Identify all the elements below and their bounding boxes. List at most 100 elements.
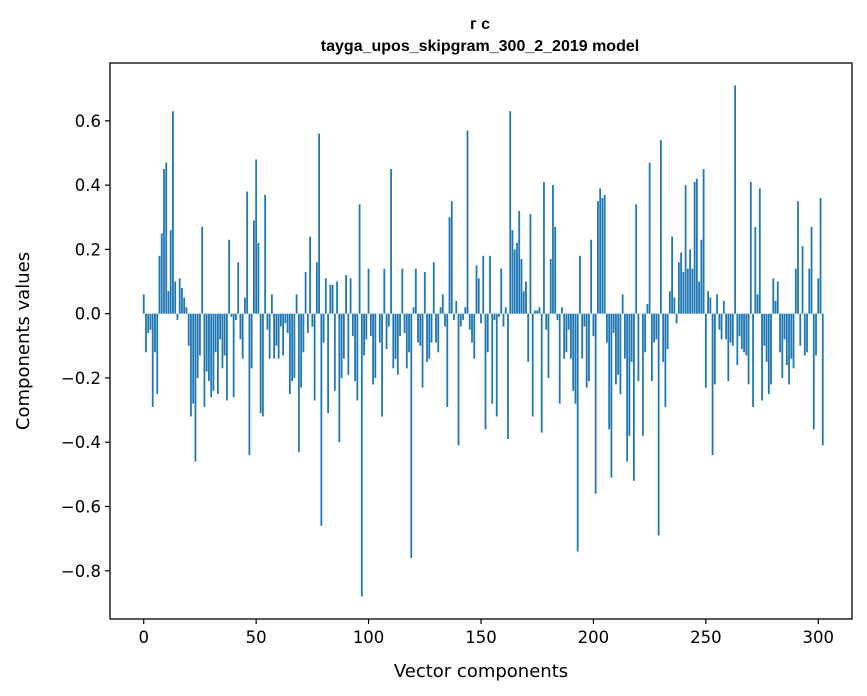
bar (583, 313, 586, 327)
bar (599, 188, 602, 314)
bar (246, 191, 249, 314)
bar (794, 268, 797, 314)
bar (266, 313, 269, 330)
bar (453, 313, 455, 321)
bar (736, 313, 739, 366)
bar (309, 236, 312, 314)
bar (740, 313, 743, 350)
bar (293, 313, 296, 378)
bar (484, 313, 487, 430)
bar (381, 313, 383, 417)
bar (392, 313, 395, 369)
bar (169, 230, 172, 314)
bar (421, 313, 424, 388)
bar (513, 249, 516, 314)
bar (430, 313, 433, 343)
x-tick-label: 0 (138, 628, 149, 647)
chart-title: г с (470, 16, 490, 33)
bar (531, 313, 534, 417)
bar (729, 313, 732, 343)
bar (154, 313, 156, 353)
y-tick-label: −0.2 (61, 369, 101, 388)
bar (455, 300, 458, 314)
bar (145, 313, 147, 353)
bar (522, 291, 525, 314)
bar (448, 217, 451, 314)
bar (504, 307, 507, 314)
bar (713, 313, 716, 385)
bar (745, 313, 748, 356)
bar (250, 313, 253, 369)
bar (394, 313, 397, 359)
bar (286, 313, 289, 333)
bar (761, 313, 763, 401)
bar (680, 252, 683, 314)
bar (536, 310, 539, 314)
bar (646, 304, 649, 314)
bar (401, 268, 404, 314)
bar (302, 313, 305, 353)
bar (232, 313, 235, 398)
bar (295, 294, 298, 314)
x-tick-label: 50 (246, 628, 267, 647)
bar (644, 313, 647, 353)
bar (471, 313, 473, 343)
bar (731, 313, 734, 346)
bar (199, 313, 201, 356)
y-axis-label: Components values (13, 252, 34, 430)
y-tick-label: −0.6 (61, 498, 101, 517)
bar (709, 297, 712, 314)
bar (426, 313, 428, 362)
bar (255, 159, 258, 314)
bar (648, 162, 651, 314)
bar (556, 313, 559, 321)
bar (576, 313, 579, 552)
bar (727, 313, 730, 382)
x-tick-label: 150 (465, 628, 497, 647)
bar (226, 313, 228, 401)
bar (686, 268, 689, 314)
bar (734, 85, 736, 314)
bar (758, 188, 761, 314)
bar (369, 313, 372, 337)
bar (563, 313, 566, 359)
bar (333, 313, 336, 391)
bar (525, 281, 527, 314)
bar (700, 239, 703, 314)
bar (414, 268, 417, 314)
bar (547, 313, 550, 378)
bar-series (142, 85, 824, 597)
bar (176, 313, 179, 321)
bar (248, 313, 251, 456)
bar (572, 313, 575, 391)
x-tick-label: 250 (690, 628, 722, 647)
bar (543, 181, 545, 314)
bar (666, 313, 669, 350)
x-tick-label: 300 (803, 628, 835, 647)
bar (297, 313, 300, 452)
bar (158, 255, 161, 314)
bar (270, 294, 273, 314)
bar (201, 226, 204, 314)
bar (306, 313, 309, 333)
bar (279, 313, 282, 327)
bar (482, 255, 485, 314)
x-tick-label: 200 (578, 628, 610, 647)
bar (797, 201, 799, 314)
bar (149, 313, 152, 330)
bar (367, 268, 370, 314)
bar (711, 313, 714, 456)
bar (486, 313, 489, 353)
plot-frame (109, 62, 853, 620)
y-tick-label: 0.2 (75, 240, 101, 259)
bar (511, 230, 514, 314)
bar (545, 313, 548, 330)
bar (320, 313, 323, 526)
bar (581, 313, 584, 359)
bar (273, 313, 276, 359)
bar (781, 313, 784, 378)
bar (772, 278, 775, 314)
bar (268, 313, 271, 359)
bar (540, 313, 543, 433)
bar (345, 275, 347, 314)
